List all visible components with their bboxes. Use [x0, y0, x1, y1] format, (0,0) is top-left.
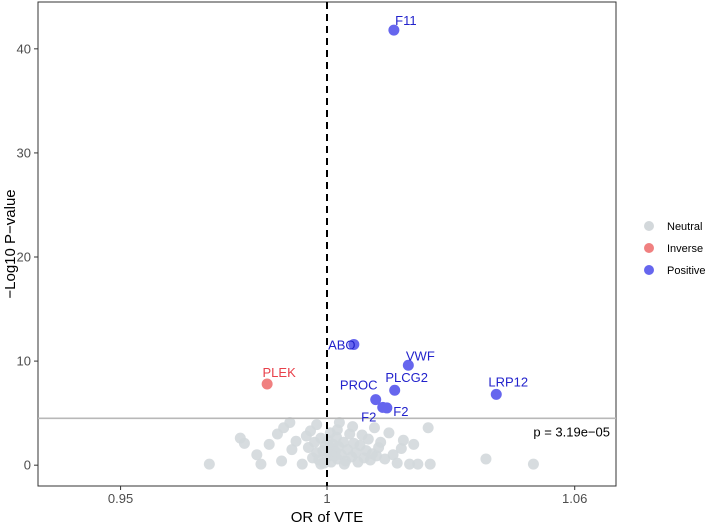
neutral-point: [290, 435, 302, 447]
point-label-f2: F2: [393, 404, 408, 419]
neutral-point: [368, 422, 380, 434]
neutral-point: [338, 458, 350, 470]
y-tick-label: 40: [17, 41, 31, 56]
neutral-point: [480, 453, 492, 465]
y-axis-ticks: 0 10 20 30 40: [17, 41, 38, 473]
point-plcg2: [389, 384, 401, 396]
neutral-point: [263, 438, 275, 450]
legend-label-positive: Positive: [667, 265, 706, 277]
legend-label-neutral: Neutral: [667, 221, 702, 233]
point-label-plcg2: PLCG2: [385, 370, 428, 385]
neutral-point: [375, 436, 387, 448]
x-tick-label: 0.95: [108, 491, 133, 506]
neutral-point: [284, 417, 296, 429]
x-tick-label: 1.06: [562, 491, 587, 506]
point-label-vwf: VWF: [406, 348, 435, 363]
y-axis-title: −Log10 P−value: [2, 189, 19, 298]
neutral-point: [347, 421, 359, 433]
x-axis-ticks: 0.95 1 1.06: [108, 486, 587, 506]
y-tick-label: 30: [17, 145, 31, 160]
point-abo: [348, 338, 360, 350]
neutral-point: [371, 450, 383, 462]
point-label-abo: ABO: [328, 337, 355, 352]
y-tick-label: 0: [24, 458, 31, 473]
point-f2: [377, 401, 389, 413]
y-tick-label: 20: [17, 250, 31, 265]
neutral-point: [255, 458, 267, 470]
legend-key-neutral: [644, 221, 654, 231]
neutral-point: [251, 449, 263, 461]
legend-key-positive: [644, 265, 654, 275]
neutral-point: [408, 438, 420, 450]
neutral-point: [296, 458, 308, 470]
neutral-point: [412, 458, 424, 470]
point-f11: [388, 24, 400, 36]
neutral-point: [527, 458, 539, 470]
x-tick-label: 1: [323, 491, 330, 506]
neutral-point: [203, 458, 215, 470]
threshold-label: p = 3.19e−05: [533, 424, 610, 439]
x-axis-title: OR of VTE: [291, 509, 364, 526]
neutral-points: [203, 417, 539, 470]
neutral-point: [397, 434, 409, 446]
neutral-point: [383, 427, 395, 439]
neutral-point: [379, 453, 391, 465]
legend: Neutral Inverse Positive: [644, 221, 706, 277]
point-proc: [370, 394, 382, 406]
point-label-proc: PROC: [340, 378, 378, 393]
point-plek: [261, 378, 273, 390]
neutral-point: [387, 449, 399, 461]
labeled-points: [261, 24, 502, 414]
point-vwf: [402, 359, 414, 371]
neutral-point: [315, 458, 327, 470]
legend-label-inverse: Inverse: [667, 243, 703, 255]
neutral-point: [404, 458, 416, 470]
neutral-point: [362, 433, 374, 445]
neutral-point: [276, 455, 288, 467]
point-lrp12: [490, 388, 502, 400]
neutral-point: [331, 424, 343, 436]
neutral-point: [391, 457, 403, 469]
neutral-point: [311, 419, 323, 431]
neutral-point: [424, 458, 436, 470]
y-tick-label: 10: [17, 354, 31, 369]
point-label-f11: F11: [395, 13, 416, 28]
point-label-f2: F2: [361, 409, 376, 424]
neutral-point: [395, 443, 407, 455]
neutral-point: [422, 422, 434, 434]
point-label-lrp12: LRP12: [488, 374, 528, 389]
point-label-plek: PLEK: [263, 365, 297, 380]
point-labels: F11 ABO VWF PLEK PLCG2 LRP12 PROC F2 F2: [263, 13, 529, 424]
legend-key-inverse: [644, 243, 654, 253]
neutral-point: [238, 437, 250, 449]
neutral-point: [286, 444, 298, 456]
